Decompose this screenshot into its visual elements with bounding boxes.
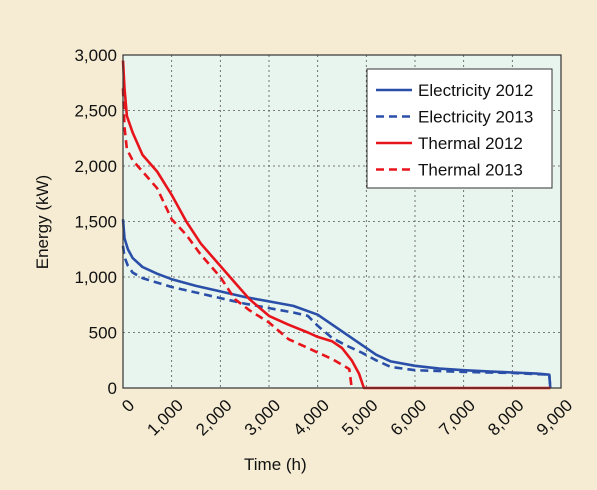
y-tick-label: 0: [108, 379, 117, 398]
plot-frame: [122, 54, 562, 389]
y-tick-label: 3,000: [74, 46, 117, 65]
series-line: [121, 245, 552, 389]
series-line: [121, 219, 552, 389]
x-tick-label: 6,000: [387, 396, 431, 440]
y-tick-label: 2,500: [74, 102, 117, 121]
x-tick-label: 2,000: [192, 396, 236, 440]
x-tick-label: 0: [118, 396, 138, 416]
legend: Electricity 2012 Electricity 2013 Thermal …: [366, 68, 553, 189]
x-tick-label: 8,000: [484, 396, 528, 440]
y-tick-labels: 0 500 1,000 1,500 2,000 2,500 3,000: [74, 46, 117, 398]
legend-label: Electricity 2013: [418, 108, 533, 127]
y-tick-label: 2,000: [74, 157, 117, 176]
x-tick-label: 3,000: [241, 396, 285, 440]
legend-label: Electricity 2012: [418, 81, 533, 100]
x-tick-label: 1,000: [143, 396, 187, 440]
x-tick-label: 9,000: [533, 396, 577, 440]
x-tick-labels: 0 1,000 2,000 3,000 4,000 5,000 6,000 7,000 8,00…: [118, 396, 576, 440]
legend-label: Thermal 2013: [418, 161, 523, 180]
legend-box: [366, 68, 553, 189]
x-tick-label: 4,000: [289, 396, 333, 440]
x-tick-label: 5,000: [338, 396, 382, 440]
y-axis-title: Energy (kW): [33, 175, 52, 269]
series-line: [121, 60, 551, 390]
y-tick-label: 1,000: [74, 268, 117, 287]
x-axis-title: Time (h): [244, 455, 307, 474]
legend-label: Thermal 2012: [418, 134, 523, 153]
y-tick-label: 500: [89, 324, 117, 343]
y-tick-label: 1,500: [74, 213, 117, 232]
x-tick-label: 7,000: [435, 396, 479, 440]
series-layer: [121, 60, 552, 390]
